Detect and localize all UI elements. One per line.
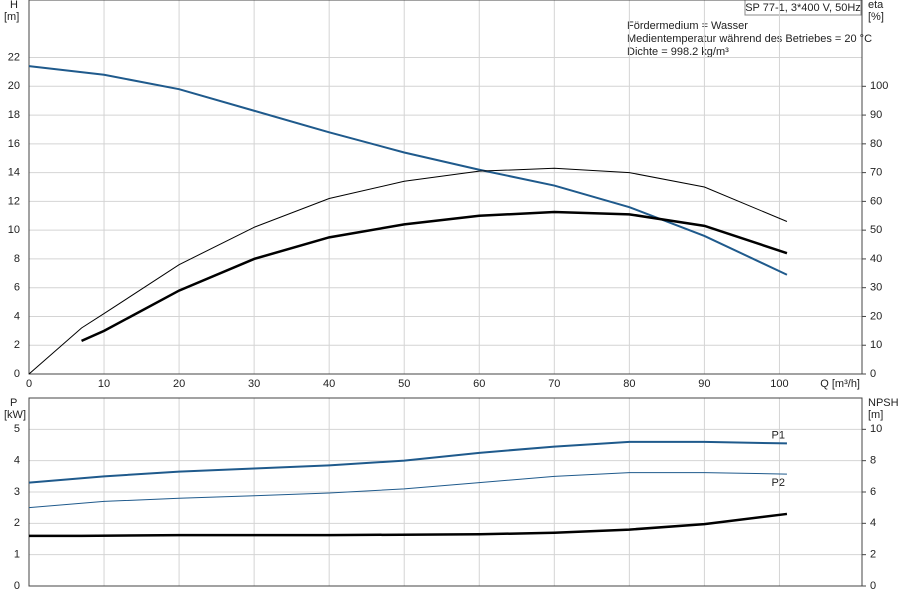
x-tick-label: 40 <box>323 378 335 390</box>
y-unit: [m] <box>4 11 19 23</box>
plot-frame <box>28 397 863 587</box>
y-tick-label: 20 <box>8 80 20 92</box>
y-tick-label: 0 <box>14 368 20 380</box>
x-tick-label: 0 <box>26 378 32 390</box>
y-label: H <box>10 0 18 11</box>
y2-label: NPSH <box>868 397 899 409</box>
note: Dichte = 998.2 kg/m³ <box>627 46 729 58</box>
y2-tick-label: 10 <box>870 339 882 351</box>
y2-tick-label: 90 <box>870 109 882 121</box>
y-label: P <box>10 397 17 409</box>
y2-tick-label: 6 <box>870 486 876 498</box>
y2-label: eta <box>868 0 884 11</box>
curve <box>28 167 788 375</box>
y2-tick-label: 10 <box>870 423 882 435</box>
y2-tick-label: 100 <box>870 80 888 92</box>
x-tick-label: 20 <box>173 378 185 390</box>
curve-label: P2 <box>771 477 784 489</box>
y-tick-label: 8 <box>14 253 20 265</box>
plot-frame <box>28 0 863 375</box>
note: Fördermedium = Wasser <box>627 20 748 32</box>
y2-tick-label: 50 <box>870 224 882 236</box>
y-tick-label: 2 <box>14 517 20 529</box>
note: Medientemperatur während des Betriebes =… <box>627 33 872 45</box>
y-tick-label: 14 <box>8 167 20 179</box>
x-tick-label: 50 <box>398 378 410 390</box>
y-tick-label: 10 <box>8 224 20 236</box>
x-tick-label: 30 <box>248 378 260 390</box>
y2-tick-label: 0 <box>870 368 876 380</box>
y2-tick-label: 60 <box>870 195 882 207</box>
y-tick-label: 5 <box>14 423 20 435</box>
y-tick-label: 22 <box>8 51 20 63</box>
y2-tick-label: 0 <box>870 580 876 592</box>
y-tick-label: 12 <box>8 195 20 207</box>
y-tick-label: 1 <box>14 549 20 561</box>
x-tick-label: 80 <box>623 378 635 390</box>
y2-tick-label: 30 <box>870 282 882 294</box>
y-tick-label: 4 <box>14 455 20 467</box>
curve <box>29 512 788 538</box>
x-tick-label: 60 <box>473 378 485 390</box>
y-tick-label: 6 <box>14 282 20 294</box>
curve <box>28 472 787 509</box>
y2-tick-label: 2 <box>870 549 876 561</box>
title-box <box>744 0 862 16</box>
y-tick-label: 18 <box>8 109 20 121</box>
x-label: Q [m³/h] <box>820 378 860 390</box>
y2-tick-label: 70 <box>870 167 882 179</box>
y-tick-label: 4 <box>14 310 20 322</box>
y-tick-label: 3 <box>14 486 20 498</box>
y2-unit: [m] <box>868 409 883 421</box>
x-tick-label: 100 <box>770 378 788 390</box>
curve <box>81 210 788 343</box>
y2-tick-label: 80 <box>870 138 882 150</box>
y2-tick-label: 4 <box>870 517 876 529</box>
curve <box>28 65 788 276</box>
curve-label: P1 <box>771 429 784 441</box>
x-tick-label: 90 <box>698 378 710 390</box>
x-tick-label: 70 <box>548 378 560 390</box>
y-tick-label: 2 <box>14 339 20 351</box>
x-tick-label: 10 <box>98 378 110 390</box>
y-tick-label: 16 <box>8 138 20 150</box>
y2-tick-label: 20 <box>870 310 882 322</box>
y2-tick-label: 40 <box>870 253 882 265</box>
y2-tick-label: 8 <box>870 455 876 467</box>
y-tick-label: 0 <box>14 580 20 592</box>
title: SP 77-1, 3*400 V, 50Hz <box>745 2 861 14</box>
curve <box>28 440 787 484</box>
y2-unit: [%] <box>868 11 884 23</box>
y-unit: [kW] <box>4 409 26 421</box>
